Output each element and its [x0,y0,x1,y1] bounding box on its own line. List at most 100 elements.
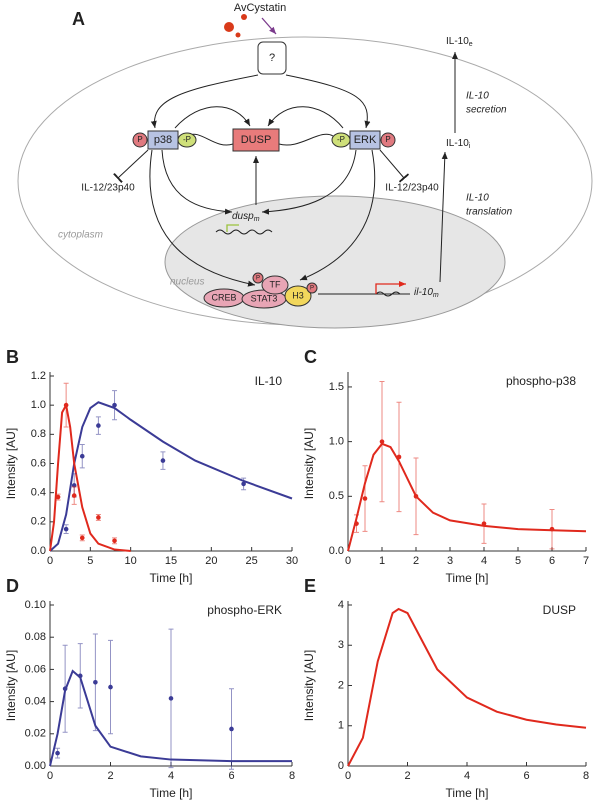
tf-shape [261,275,289,295]
il10-extracellular: IL-10e [446,36,473,48]
arrow [439,151,448,283]
molecule [224,22,234,32]
diagram: A AvCystatin ? P p38 -P DUSP -P ERK P IL… [17,2,593,329]
protein-name: IL-10 [446,36,469,47]
mrna-name: dusp [232,211,254,222]
x-tick-label: 5 [515,555,521,567]
il12-label: IL-12/23p40 [81,183,135,194]
y-tick-label: 1.5 [329,381,344,393]
data-point [160,458,166,463]
arrow [267,106,344,129]
dusp-box [232,128,280,152]
y-tick-label: 0.04 [25,696,46,708]
y-tick-label: 0.6 [31,457,46,469]
x-tick-label: 1 [379,555,385,567]
data-point [77,673,83,679]
data-point [413,494,419,499]
x-tick-label: 5 [87,555,93,567]
x-tick-label: 4 [481,555,487,567]
y-tick-label: 0.0 [329,545,344,557]
process-label: secretion [466,105,507,116]
il10-intracellular: IL-10i [446,138,471,150]
x-axis-label: Time [h] [446,786,489,800]
y-tick-label: 0.5 [329,490,344,502]
x-tick-label: 0 [47,770,53,782]
y-tick-label: 4 [338,599,344,611]
x-tick-label: 6 [549,555,555,567]
x-tick-label: 8 [289,770,295,782]
data-point [108,684,113,690]
y-tick-label: 1.0 [329,436,344,448]
mrna-name: il-10 [414,287,433,298]
molecule [235,32,241,38]
y-axis-label: Intensity [AU] [302,650,316,721]
protein-name: IL-10 [446,138,469,149]
arrow [161,149,233,215]
model-curve [49,401,293,552]
arrow [150,74,259,129]
inhibition [113,149,149,184]
binding-arrow [261,17,277,35]
phospho: P [385,135,390,144]
y-tick-label: 0.0 [31,545,46,557]
panel-label: E [304,576,316,596]
chart-title: DUSP [543,603,576,617]
y-axis-label: Intensity [AU] [302,428,316,499]
x-tick-label: 8 [583,770,589,782]
data-point [229,726,234,732]
data-point [62,686,68,692]
y-tick-label: 0.00 [25,760,46,772]
data-point [168,696,174,701]
data-point [55,494,61,500]
x-tick-label: 2 [413,555,419,567]
y-tick-label: 3 [338,639,344,651]
x-tick-label: 15 [165,555,177,567]
process-label: IL-10 [466,91,489,102]
data-point [79,453,85,459]
dusp-protein: DUSP [241,134,272,146]
h3-shape [284,285,312,307]
y-tick-label: 0.08 [25,631,46,643]
receptor: ? [269,52,275,64]
promoter [226,224,239,232]
panel-label: B [6,347,19,367]
subscript: e [469,41,473,48]
inhibition [379,149,410,183]
phospho-circle [132,132,148,148]
x-axis-label: Time [h] [150,786,193,800]
tf: TF [270,279,281,289]
chart: E DUSP 0 2 4 6 8 0 1 2 3 4 Time [h] Intensity [AU] [302,576,589,800]
nucleus-label: nucleus [170,277,204,288]
panel-label: C [304,347,317,367]
x-tick-label: 7 [583,555,589,567]
data-point [93,679,98,685]
y-tick-label: 0.06 [25,663,46,675]
x-tick-label: 10 [125,555,137,567]
data-point [112,402,117,408]
phospho: P [137,135,142,144]
x-tick-label: 0 [47,555,53,567]
process-label: translation [466,207,513,218]
arrow [149,149,256,287]
data-point [79,535,85,541]
phospho-circle [306,282,318,294]
dephospho-circle [177,132,197,148]
x-tick-label: 6 [523,770,529,782]
data-point [241,481,246,487]
arrow [261,149,357,215]
dusp-mrna: duspm [232,211,260,223]
dephospho: -P [183,135,191,144]
phospho-circle [252,272,264,284]
x-tick-label: 4 [464,770,470,782]
y-tick-label: 0.4 [31,487,46,499]
cytoplasm-label: cytoplasm [58,230,103,241]
data-point [71,493,77,498]
il12-label: IL-12/23p40 [385,183,439,194]
y-axis-label: Intensity [AU] [4,428,18,499]
chart-title: phospho-p38 [506,374,576,388]
inhibition [278,133,334,146]
creb: CREB [211,292,236,302]
y-tick-label: 1.0 [31,399,46,411]
